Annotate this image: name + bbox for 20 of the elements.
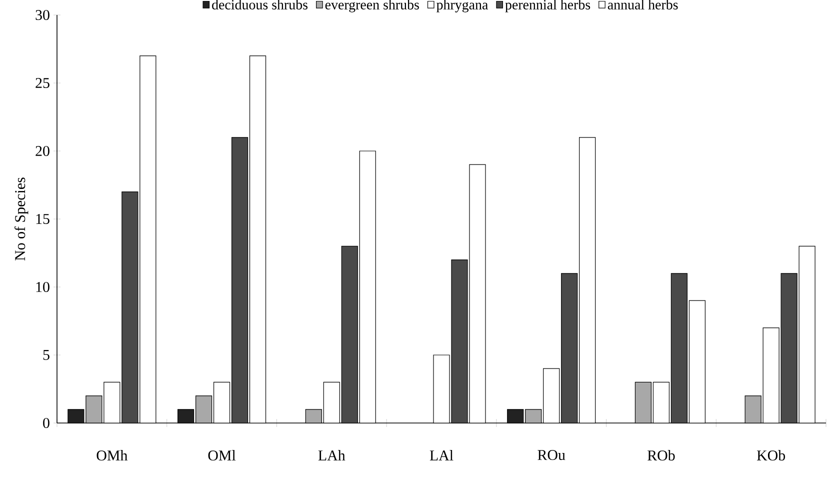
y-tick-label: 25 <box>36 78 50 88</box>
y-tick-label: 0 <box>43 418 50 428</box>
x-tick-label: LAl <box>430 450 454 460</box>
y-tick-label: 15 <box>36 214 50 224</box>
legend-label: deciduous shrubs <box>212 0 308 10</box>
y-tick-label: 30 <box>36 10 50 20</box>
legend-label: perennial herbs <box>505 0 590 12</box>
legend-label: annual herbs <box>608 0 678 10</box>
x-tick-label: LAh <box>318 450 346 460</box>
x-tick-label: OMl <box>208 450 236 461</box>
y-tick-label: 10 <box>36 282 50 292</box>
legend-label: evergreen shrubs <box>325 0 419 12</box>
y-tick-label: 20 <box>36 146 50 156</box>
x-tick-label: KOb <box>756 450 786 461</box>
x-tick-label: ROu <box>538 450 566 460</box>
y-tick-label: 5 <box>43 350 50 360</box>
y-axis-title: No of Species <box>14 178 28 260</box>
x-tick-label: OMh <box>96 450 128 461</box>
legend-label: phrygana <box>436 0 488 12</box>
x-tick-label: ROb <box>648 450 675 461</box>
